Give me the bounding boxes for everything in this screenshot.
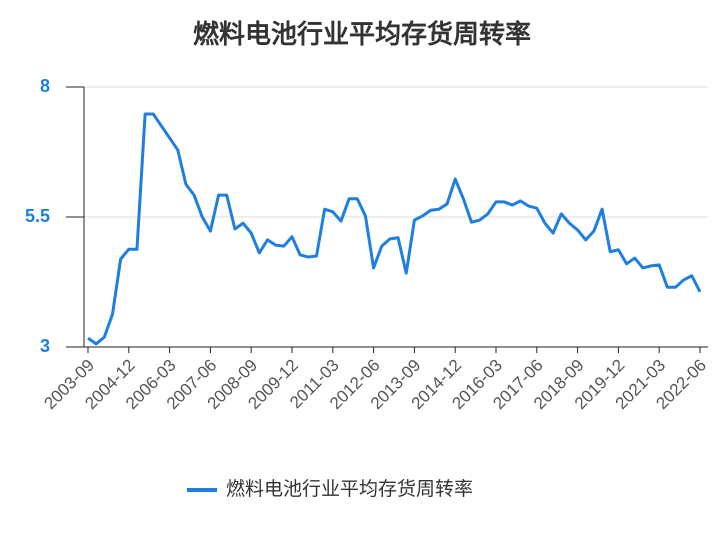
legend-label: 燃料电池行业平均存货周转率 <box>226 478 473 500</box>
y-tick-label: 8 <box>40 76 50 96</box>
series-line <box>87 112 702 346</box>
chart-title: 燃料电池行业平均存货周转率 <box>193 19 531 49</box>
y-tick-label: 3 <box>40 336 50 356</box>
y-tick-label: 5.5 <box>25 206 50 226</box>
